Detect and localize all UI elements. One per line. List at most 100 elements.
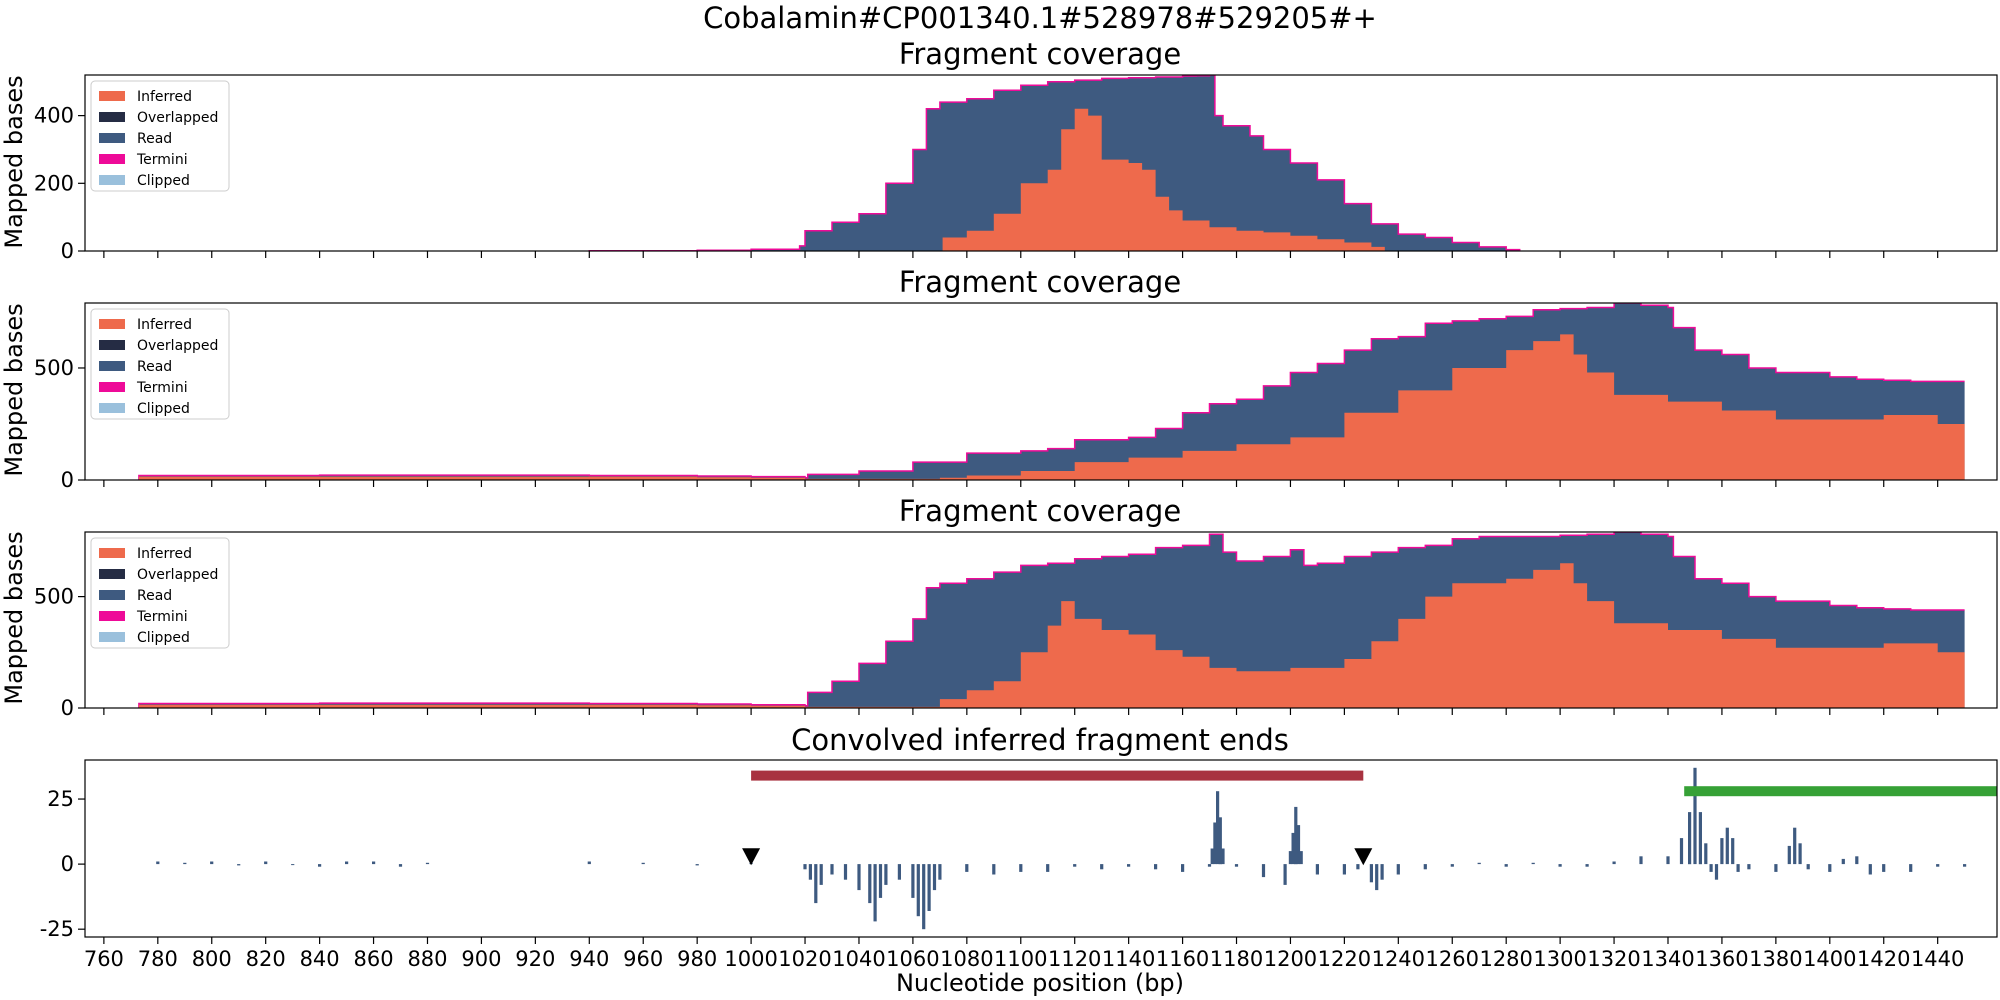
legend-label: Read bbox=[137, 588, 172, 604]
panel-coverage-1: Fragment coverage Mapped bases Inferred O… bbox=[0, 37, 1998, 263]
bar bbox=[1221, 848, 1225, 865]
bar bbox=[1504, 864, 1508, 867]
axes-frame bbox=[84, 531, 1998, 709]
inferred-area bbox=[912, 108, 1385, 251]
bar bbox=[911, 864, 915, 898]
bar bbox=[1450, 864, 1454, 867]
bar bbox=[1342, 864, 1346, 875]
x-tick-label: 840 bbox=[300, 947, 340, 971]
bar bbox=[1688, 812, 1692, 865]
bar bbox=[1693, 767, 1697, 865]
x-tick-label: 1280 bbox=[1479, 947, 1532, 971]
y-tick-label: 500 bbox=[34, 356, 74, 380]
bar bbox=[873, 864, 877, 922]
legend: Inferred Overlapped Read Termini Clipped bbox=[90, 308, 230, 420]
interval-bar bbox=[751, 770, 1364, 781]
x-tick-label: 1320 bbox=[1587, 947, 1640, 971]
plot-area bbox=[138, 303, 1965, 480]
panel-fragment-ends: Convolved inferred fragment ends -25 0 25 7… bbox=[40, 723, 1998, 971]
termini-outline bbox=[138, 532, 1965, 708]
x-tick-label: 1180 bbox=[1210, 947, 1263, 971]
bar bbox=[1612, 861, 1616, 865]
legend-swatch bbox=[99, 340, 125, 350]
bar bbox=[1698, 812, 1702, 865]
x-tick-label: 1080 bbox=[940, 947, 993, 971]
bar bbox=[1855, 856, 1859, 865]
bar bbox=[1774, 864, 1778, 872]
bar bbox=[1704, 843, 1708, 865]
legend-swatch bbox=[99, 112, 125, 122]
legend-label: Inferred bbox=[137, 317, 192, 333]
x-tick-label: 860 bbox=[354, 947, 394, 971]
figure-title: Cobalamin#CP001340.1#528978#529205#+ bbox=[703, 1, 1377, 35]
x-tick-label: 1040 bbox=[832, 947, 885, 971]
legend-label: Termini bbox=[136, 609, 188, 625]
bar bbox=[1283, 864, 1287, 885]
bar bbox=[803, 864, 807, 870]
legend-label: Clipped bbox=[137, 401, 190, 417]
x-tick-label: 940 bbox=[569, 947, 609, 971]
bar bbox=[1369, 864, 1373, 883]
legend-label: Read bbox=[137, 131, 172, 147]
axes-frame bbox=[84, 74, 1998, 252]
panel-title: Fragment coverage bbox=[899, 494, 1181, 528]
legend-box bbox=[90, 308, 230, 420]
bar bbox=[922, 864, 926, 930]
bar bbox=[992, 864, 996, 875]
bar bbox=[1288, 851, 1292, 865]
bar bbox=[1909, 864, 1913, 872]
x-tick-label: 1340 bbox=[1641, 947, 1694, 971]
bar bbox=[318, 864, 322, 867]
x-tick-label: 1300 bbox=[1533, 947, 1586, 971]
bar bbox=[1315, 864, 1319, 875]
bar bbox=[1639, 856, 1643, 865]
legend-swatch bbox=[99, 569, 125, 579]
x-tick-label: 780 bbox=[138, 947, 178, 971]
plot-area bbox=[156, 767, 1997, 930]
x-tick-label: 980 bbox=[677, 947, 717, 971]
x-tick-label: 1060 bbox=[886, 947, 939, 971]
inferred-area bbox=[138, 563, 1965, 708]
legend-swatch bbox=[99, 548, 125, 558]
x-tick-label: 1000 bbox=[724, 947, 777, 971]
bar bbox=[808, 864, 812, 880]
bar bbox=[884, 864, 888, 885]
bar bbox=[1375, 864, 1379, 891]
bar bbox=[156, 861, 160, 865]
bar bbox=[1261, 864, 1266, 878]
bar bbox=[183, 862, 187, 865]
legend-swatch bbox=[99, 382, 125, 392]
y-tick-label: 500 bbox=[34, 585, 74, 609]
legend-label: Inferred bbox=[137, 546, 192, 562]
bar bbox=[1154, 864, 1158, 870]
bar bbox=[1216, 791, 1220, 865]
bar bbox=[1100, 864, 1104, 870]
bar bbox=[1585, 864, 1589, 867]
bar bbox=[1841, 858, 1845, 865]
bar bbox=[1936, 864, 1940, 867]
plot-area bbox=[138, 532, 1965, 708]
bar bbox=[927, 864, 931, 911]
bar bbox=[932, 864, 937, 891]
bar bbox=[1477, 862, 1481, 865]
bar bbox=[1963, 864, 1967, 867]
bar bbox=[878, 864, 883, 898]
y-axis-label: Mapped bases bbox=[0, 75, 28, 248]
axes-frame bbox=[84, 759, 1998, 938]
bar bbox=[1181, 864, 1185, 872]
bar bbox=[1073, 864, 1077, 867]
bar bbox=[1806, 864, 1810, 870]
bar bbox=[1296, 825, 1301, 865]
bar bbox=[1679, 838, 1684, 865]
x-tick-label: 1360 bbox=[1695, 947, 1748, 971]
x-tick-label: 1160 bbox=[1156, 947, 1209, 971]
x-tick-label: 1240 bbox=[1372, 947, 1425, 971]
bar bbox=[1234, 864, 1239, 867]
x-tick-label: 1260 bbox=[1426, 947, 1479, 971]
y-axis-label: Mapped bases bbox=[0, 531, 28, 704]
x-tick-label: 920 bbox=[515, 947, 555, 971]
x-tick-label: 880 bbox=[407, 947, 447, 971]
bar bbox=[398, 864, 403, 867]
bar bbox=[1218, 817, 1222, 865]
